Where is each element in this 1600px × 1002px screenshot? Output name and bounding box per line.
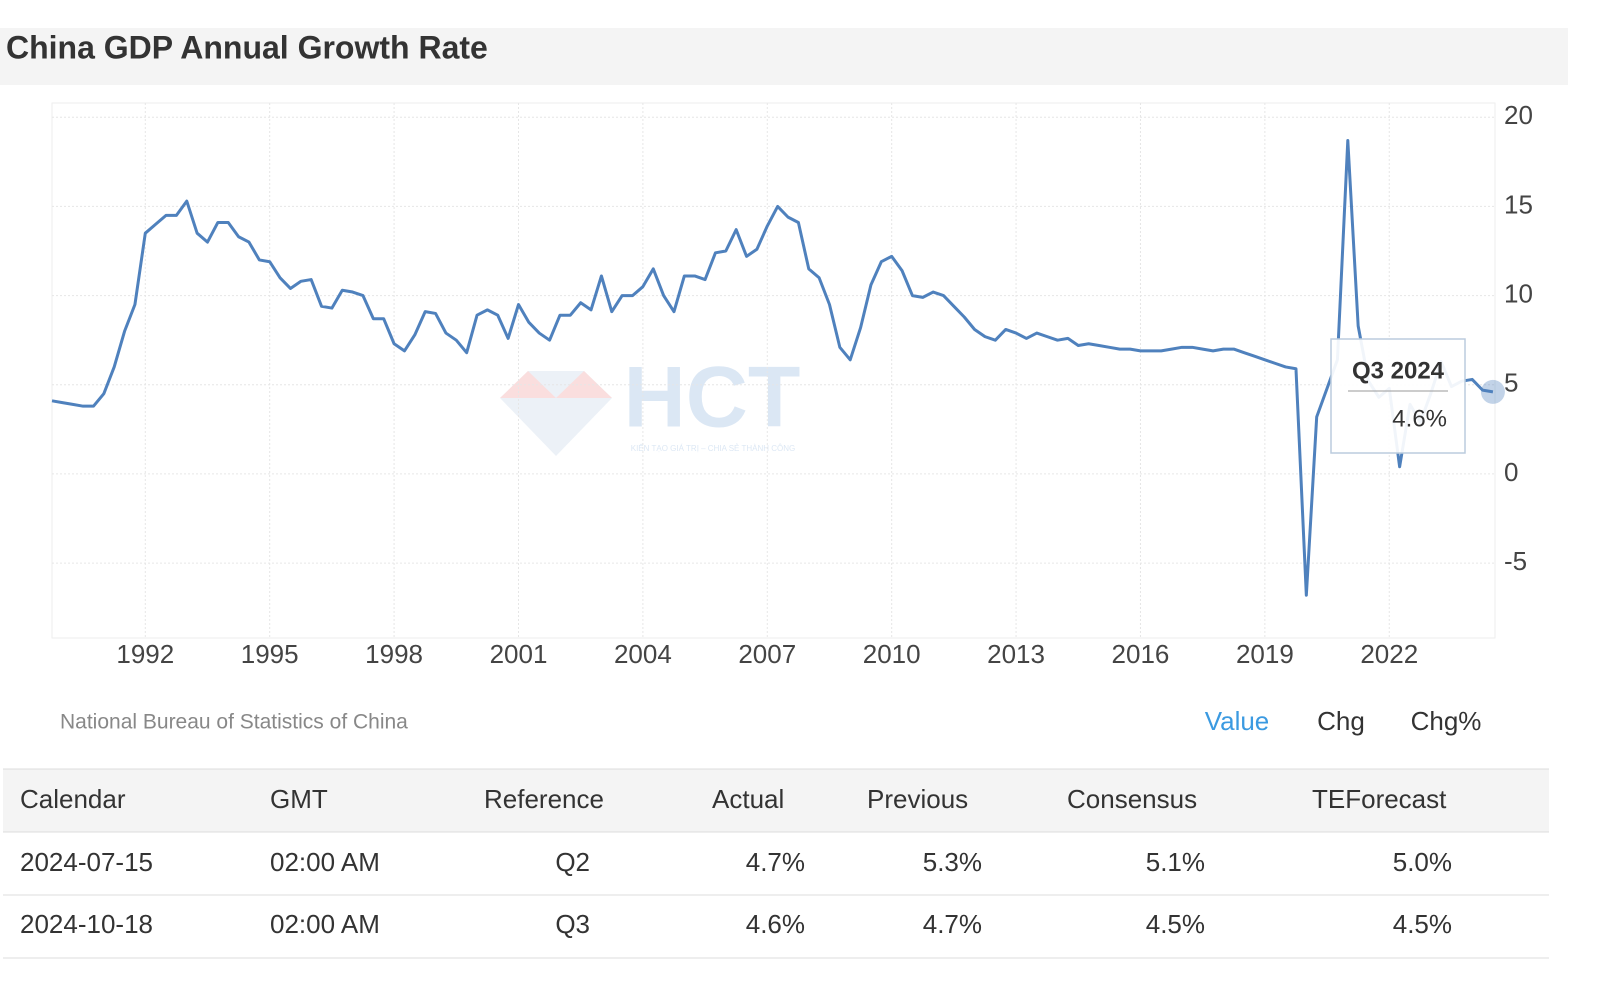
table-cell: 2024-10-18 <box>20 909 153 939</box>
table-header-bg <box>3 769 1549 832</box>
view-button[interactable]: Value <box>1205 706 1270 736</box>
table-cell: 4.5% <box>1393 909 1452 939</box>
table-cell: 4.5% <box>1146 909 1205 939</box>
table-cell: Q3 <box>555 909 590 939</box>
x-tick-label: 2001 <box>490 639 548 669</box>
table-cell: 4.7% <box>746 847 805 877</box>
table-cell: 5.3% <box>923 847 982 877</box>
table-header: GMT <box>270 784 328 814</box>
x-tick-label: 2019 <box>1236 639 1294 669</box>
table-header: Previous <box>867 784 968 814</box>
x-tick-label: 1992 <box>116 639 174 669</box>
tooltip-label: Q3 2024 <box>1352 357 1445 384</box>
table-header: Actual <box>712 784 784 814</box>
table-cell: 5.1% <box>1146 847 1205 877</box>
y-tick-label: -5 <box>1504 546 1527 576</box>
table-header: Reference <box>484 784 604 814</box>
watermark-logo <box>500 371 612 456</box>
y-tick-label: 0 <box>1504 457 1518 487</box>
y-tick-label: 5 <box>1504 368 1518 398</box>
title-bar <box>0 28 1568 85</box>
x-tick-label: 1995 <box>241 639 299 669</box>
tooltip-box <box>1330 338 1466 454</box>
y-tick-label: 15 <box>1504 189 1533 219</box>
plot-frame <box>51 102 1496 639</box>
table-header: Consensus <box>1067 784 1197 814</box>
x-tick-label: 1998 <box>365 639 423 669</box>
table-cell: 02:00 AM <box>270 847 380 877</box>
x-tick-label: 2022 <box>1360 639 1418 669</box>
x-tick-label: 2010 <box>863 639 921 669</box>
table-cell: 02:00 AM <box>270 909 380 939</box>
table-cell: 4.7% <box>923 909 982 939</box>
table-header: Calendar <box>20 784 126 814</box>
tooltip: Q3 2024 4.6% <box>1330 338 1466 454</box>
x-tick-label: 2007 <box>738 639 796 669</box>
table-cell: Q2 <box>555 847 590 877</box>
x-tick-label: 2004 <box>614 639 672 669</box>
watermark-text: HCT <box>624 350 801 446</box>
watermark-tagline: KIẾN TẠO GIÁ TRỊ – CHIA SẺ THÀNH CÔNG <box>631 443 795 453</box>
view-button[interactable]: Chg% <box>1411 706 1482 736</box>
hover-marker <box>1480 379 1505 404</box>
x-tick-label: 2016 <box>1112 639 1170 669</box>
table-cell: 5.0% <box>1393 847 1452 877</box>
table-cell: 2024-07-15 <box>20 847 153 877</box>
chart-title: China GDP Annual Growth Rate <box>6 29 488 65</box>
tooltip-value: 4.6% <box>1392 405 1447 432</box>
view-button[interactable]: Chg <box>1317 706 1365 736</box>
x-tick-label: 2013 <box>987 639 1045 669</box>
watermark: HCT KIẾN TẠO GIÁ TRỊ – CHIA SẺ THÀNH CÔN… <box>500 350 800 456</box>
source: National Bureau of Statistics of China <box>60 711 408 734</box>
table-cell: 4.6% <box>746 909 805 939</box>
y-tick-label: 20 <box>1504 100 1533 130</box>
table-header: TEForecast <box>1312 784 1447 814</box>
data-line <box>51 138 1494 597</box>
y-tick-label: 10 <box>1504 278 1533 308</box>
